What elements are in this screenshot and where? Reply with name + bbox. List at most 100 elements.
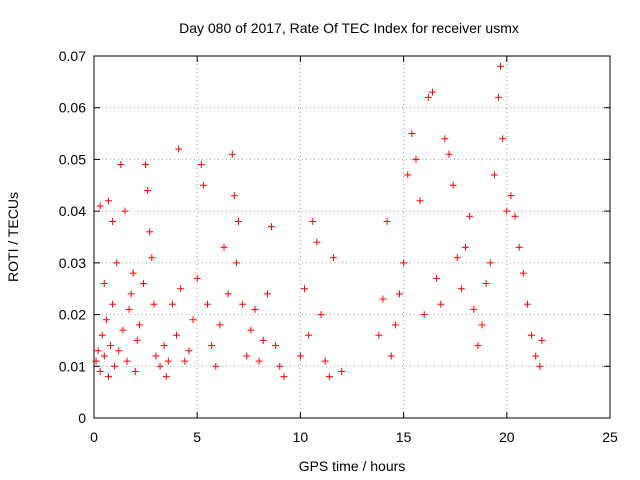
data-point-marker	[474, 342, 482, 350]
data-point-marker	[168, 300, 176, 308]
data-point-marker	[507, 192, 515, 200]
y-tick-label: 0.04	[59, 203, 86, 219]
data-point-marker	[125, 305, 133, 313]
y-tick-label: 0.07	[59, 48, 86, 64]
data-point-marker	[127, 290, 135, 298]
data-point-marker	[173, 331, 181, 339]
data-point-marker	[515, 243, 523, 251]
data-point-marker	[144, 186, 152, 194]
data-point-marker	[503, 207, 511, 215]
data-point-marker	[466, 212, 474, 220]
data-point-marker	[497, 62, 505, 70]
data-point-marker	[449, 181, 457, 189]
x-tick-label: 25	[602, 429, 618, 445]
data-point-marker	[216, 321, 224, 329]
data-point-marker	[113, 259, 121, 267]
data-point-marker	[129, 269, 137, 277]
x-axis-title: GPS time / hours	[299, 458, 406, 474]
data-point-marker	[408, 130, 416, 138]
x-tick-labels: 0 5 10 15 20 25	[90, 429, 618, 445]
data-point-marker	[313, 238, 321, 246]
data-point-marker	[296, 352, 304, 360]
data-point-marker	[243, 352, 251, 360]
data-point-marker	[111, 362, 119, 370]
data-point-marker	[424, 93, 432, 101]
x-tick-label: 15	[396, 429, 412, 445]
data-point-marker	[259, 336, 267, 344]
data-point-marker	[232, 259, 240, 267]
chart-title: Day 080 of 2017, Rate Of TEC Index for r…	[179, 20, 519, 36]
data-point-marker	[495, 93, 503, 101]
data-point-marker	[208, 342, 216, 350]
data-point-marker	[462, 243, 470, 251]
data-point-marker	[379, 295, 387, 303]
data-point-marker	[445, 150, 453, 158]
data-point-marker	[325, 373, 333, 381]
data-point-marker	[532, 352, 540, 360]
data-point-marker	[133, 336, 141, 344]
data-point-marker	[197, 161, 205, 169]
data-point-marker	[162, 373, 170, 381]
data-point-marker	[453, 254, 461, 262]
data-points	[92, 62, 546, 381]
data-point-marker	[482, 280, 490, 288]
y-axis-title: ROTI / TECUs	[5, 192, 21, 282]
data-point-marker	[247, 326, 255, 334]
data-point-marker	[117, 161, 125, 169]
data-point-marker	[104, 197, 112, 205]
data-point-marker	[212, 362, 220, 370]
y-tick-label: 0.01	[59, 358, 86, 374]
x-tick-label: 20	[499, 429, 515, 445]
data-point-marker	[420, 311, 428, 319]
data-point-marker	[486, 259, 494, 267]
x-tick-label: 5	[193, 429, 201, 445]
data-point-marker	[404, 171, 412, 179]
data-point-marker	[100, 352, 108, 360]
data-point-marker	[230, 192, 238, 200]
y-tick-label: 0.06	[59, 100, 86, 116]
x-tick-label: 0	[90, 429, 98, 445]
data-point-marker	[224, 290, 232, 298]
data-point-marker	[255, 357, 263, 365]
data-point-marker	[305, 331, 313, 339]
data-point-marker	[263, 290, 271, 298]
y-tick-labels: 0 0.01 0.02 0.03 0.04 0.05 0.06 0.07	[59, 48, 86, 426]
data-point-marker	[123, 357, 131, 365]
data-point-marker	[383, 217, 391, 225]
data-point-marker	[104, 373, 112, 381]
data-point-marker	[152, 352, 160, 360]
data-point-marker	[98, 331, 106, 339]
data-point-marker	[204, 300, 212, 308]
data-point-marker	[146, 228, 154, 236]
data-point-marker	[102, 316, 110, 324]
y-tick-label: 0.05	[59, 151, 86, 167]
data-point-marker	[412, 155, 420, 163]
data-point-marker	[317, 311, 325, 319]
y-tick-label: 0.02	[59, 307, 86, 323]
data-point-marker	[280, 373, 288, 381]
data-point-marker	[391, 321, 399, 329]
data-point-marker	[538, 336, 546, 344]
data-point-marker	[234, 217, 242, 225]
plot-frame	[93, 55, 611, 419]
data-point-marker	[109, 300, 117, 308]
y-tick-label: 0	[78, 410, 86, 426]
data-point-marker	[96, 202, 104, 210]
y-tick-label: 0.03	[59, 255, 86, 271]
data-point-marker	[400, 259, 408, 267]
data-point-marker	[338, 367, 346, 375]
gridlines	[94, 56, 610, 418]
data-point-marker	[181, 357, 189, 365]
data-point-marker	[228, 150, 236, 158]
data-point-marker	[375, 331, 383, 339]
data-point-marker	[301, 285, 309, 293]
data-point-marker	[511, 212, 519, 220]
data-point-marker	[251, 305, 259, 313]
data-point-marker	[220, 243, 228, 251]
data-point-marker	[523, 300, 531, 308]
data-point-marker	[499, 135, 507, 143]
data-point-marker	[268, 223, 276, 231]
data-point-marker	[321, 357, 329, 365]
data-point-marker	[387, 352, 395, 360]
data-point-marker	[437, 300, 445, 308]
